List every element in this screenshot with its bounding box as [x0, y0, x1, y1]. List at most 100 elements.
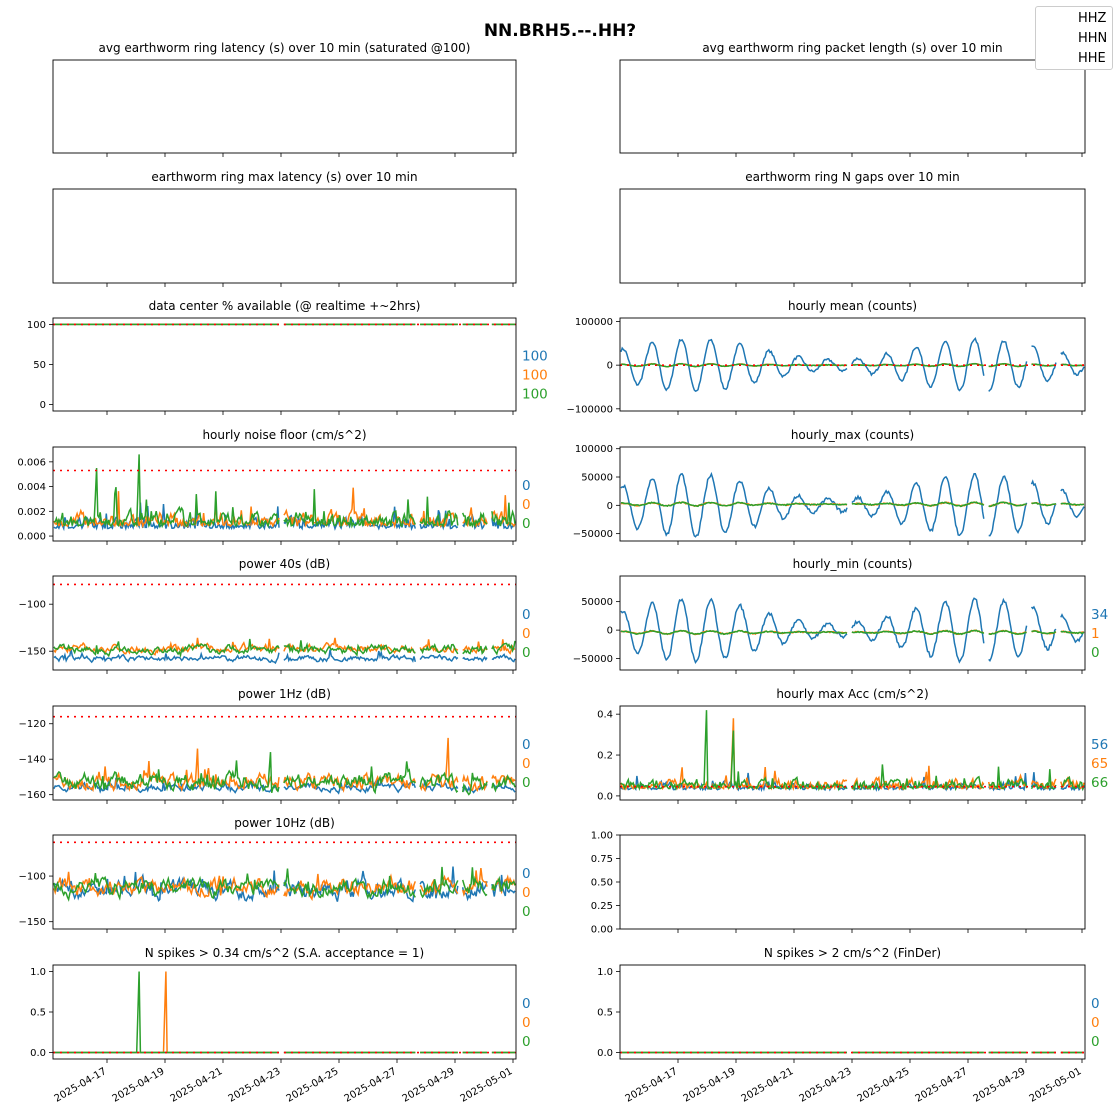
panel-p10hz: power 10Hz (dB) −150 −100 0 0 0	[19, 816, 531, 933]
side-value-hhn: 0	[522, 756, 531, 772]
panel-title: earthworm ring N gaps over 10 min	[745, 170, 959, 184]
y-tick-label: 0.5	[30, 1008, 46, 1019]
panel-title: earthworm ring max latency (s) over 10 m…	[151, 170, 417, 184]
legend-item-hhn: HHN	[1078, 31, 1108, 46]
axes-frame	[52, 317, 517, 412]
side-value-hhz: 0	[522, 737, 531, 753]
side-value-hhz: 0	[1091, 996, 1100, 1012]
y-tick-label: 50000	[581, 597, 613, 608]
axes-frame	[619, 705, 1086, 801]
x-tick-label: 2025-04-27	[343, 1066, 399, 1105]
panel-title: N spikes > 2 cm/s^2 (FinDer)	[764, 946, 941, 960]
panel-packet: avg earthworm ring packet length (s) ove…	[619, 41, 1086, 157]
y-tick-label: −150	[19, 917, 46, 928]
y-tick-label: 0	[607, 501, 613, 512]
y-tick-label: 0.000	[17, 532, 46, 543]
y-tick-label: 50	[33, 360, 46, 371]
panel-title: hourly_min (counts)	[793, 557, 913, 571]
side-value-hhe: 0	[522, 775, 531, 791]
x-tick-label: 2025-04-19	[682, 1066, 738, 1105]
axes-frame	[52, 575, 517, 671]
side-value-hhe: 0	[522, 1034, 531, 1050]
series-line-hhe	[53, 454, 516, 529]
series-line-hhz	[620, 337, 1085, 392]
panel-title: hourly noise floor (cm/s^2)	[202, 428, 366, 442]
axes-frame	[619, 834, 1086, 930]
axes-frame	[619, 964, 1086, 1060]
side-value-hhz: 56	[1091, 737, 1108, 753]
series-line-hhn	[54, 971, 515, 1054]
x-tick-label: 2025-04-23	[227, 1066, 283, 1105]
axes-frame	[52, 705, 517, 801]
x-tick-label: 2025-04-25	[856, 1066, 912, 1105]
x-tick-label: 2025-05-01	[459, 1066, 515, 1105]
y-tick-label: −160	[19, 790, 46, 801]
y-tick-label: 0.006	[17, 457, 46, 468]
y-tick-label: −140	[19, 755, 46, 766]
series-line-hhe	[53, 638, 516, 659]
y-tick-label: 0.75	[591, 854, 613, 865]
panel-title: power 1Hz (dB)	[238, 687, 331, 701]
legend-item-hhz: HHZ	[1078, 11, 1107, 26]
panel-title: power 10Hz (dB)	[234, 816, 335, 830]
y-tick-label: 50000	[581, 473, 613, 484]
series-line-hhz	[620, 471, 1085, 538]
panel-ngaps: earthworm ring N gaps over 10 min	[619, 170, 1086, 287]
y-tick-label: 0.0	[597, 791, 613, 802]
y-tick-label: −100000	[566, 404, 613, 415]
side-value-hhe: 0	[522, 904, 531, 920]
y-tick-label: 0.5	[597, 1008, 613, 1019]
side-value-hhz: 0	[522, 996, 531, 1012]
x-tick-label: 2025-05-01	[1028, 1066, 1084, 1105]
y-tick-label: 0.0	[597, 1048, 613, 1059]
y-tick-label: 0	[607, 626, 613, 637]
series-line-hhe	[54, 971, 515, 1054]
side-value-hhn: 100	[522, 368, 548, 384]
panel-title: avg earthworm ring latency (s) over 10 m…	[99, 41, 471, 55]
x-tick-label: 2025-04-29	[972, 1066, 1028, 1105]
panel-avail: data center % available (@ realtime +~2h…	[27, 299, 548, 415]
side-value-hhz: 34	[1091, 607, 1108, 623]
y-tick-label: 0.002	[17, 507, 46, 518]
x-tick-label: 2025-04-17	[624, 1066, 680, 1105]
panel-title: N spikes > 0.34 cm/s^2 (S.A. acceptance …	[145, 946, 424, 960]
panel-mean: hourly mean (counts) −100000 0 100000	[566, 299, 1086, 415]
axes-frame	[619, 59, 1086, 154]
x-tick-label: 2025-04-19	[111, 1066, 167, 1105]
panel-p40: power 40s (dB) −150 −100 0 0 0	[19, 557, 531, 674]
side-value-hhe: 0	[522, 645, 531, 661]
side-value-hhe: 0	[522, 516, 531, 532]
y-tick-label: 0.25	[591, 901, 613, 912]
y-tick-label: 1.0	[597, 967, 613, 978]
series-line-hhe	[621, 501, 1085, 508]
side-value-hhz: 100	[522, 349, 548, 365]
panel-p1hz: power 1Hz (dB) −160 −140 −120 0 0 0	[19, 687, 531, 804]
axes-frame	[619, 188, 1086, 284]
legend: HHZ HHN HHE	[1035, 6, 1113, 70]
x-tick-label: 2025-04-17	[53, 1066, 109, 1105]
side-value-hhn: 0	[1091, 1015, 1100, 1031]
y-tick-label: 0.4	[597, 710, 613, 721]
x-tick-label: 2025-04-29	[401, 1066, 457, 1105]
y-tick-label: −100	[19, 600, 46, 611]
side-value-hhn: 0	[522, 1015, 531, 1031]
figure-title: NN.BRH5.--.HH?	[484, 21, 636, 41]
axes-frame	[52, 446, 517, 542]
x-tick-label: 2025-04-27	[914, 1066, 970, 1105]
y-tick-label: 0.004	[17, 482, 46, 493]
panel-spikes2: N spikes > 2 cm/s^2 (FinDer) 0.0 0.5 1.0 0 0 0…	[597, 946, 1100, 1105]
x-tick-label: 2025-04-21	[169, 1066, 225, 1105]
side-value-hhz: 0	[522, 478, 531, 494]
side-value-hhe: 0	[1091, 1034, 1100, 1050]
panel-title: hourly max Acc (cm/s^2)	[776, 687, 928, 701]
side-value-hhe: 100	[522, 387, 548, 403]
series-line-hhe	[620, 710, 1085, 792]
y-tick-label: −120	[19, 719, 46, 730]
axes-frame	[619, 575, 1086, 671]
panel-blank: 0.00 0.25 0.50 0.75 1.00	[591, 831, 1086, 936]
series-line-hhn	[620, 718, 1085, 791]
panel-hmax: hourly_max (counts) −50000 0 50000 100000	[573, 428, 1086, 545]
y-tick-label: 0.0	[30, 1048, 46, 1059]
y-tick-label: −50000	[573, 529, 613, 540]
